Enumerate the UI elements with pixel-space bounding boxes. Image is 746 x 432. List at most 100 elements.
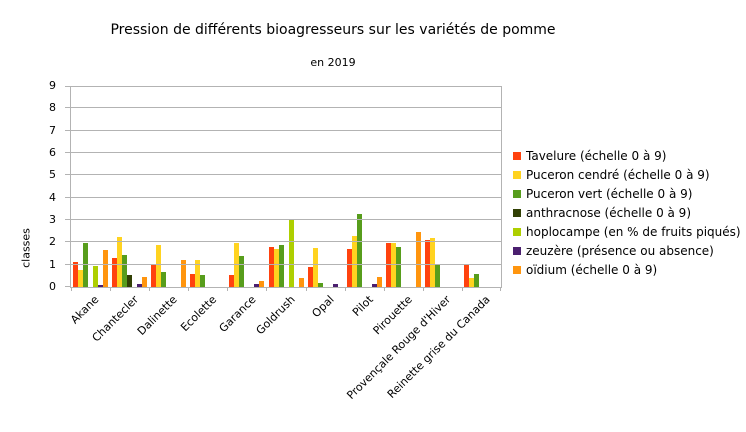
legend-swatch-icon [513,228,521,236]
legend: Tavelure (échelle 0 à 9) Puceron cendré (… [513,149,741,282]
legend-label-6: oïdium (échelle 0 à 9) [526,263,658,277]
y-tickmark-6 [65,152,71,153]
legend-item-0: Tavelure (échelle 0 à 9) [513,149,741,163]
bar-series0-cat10 [463,264,469,287]
bar-series1-cat0 [78,270,84,287]
bar-series2-cat10 [473,274,479,287]
x-tick-label-6: Opal [309,293,337,321]
legend-label-2: Puceron vert (échelle 0 à 9) [526,187,693,201]
bar-series1-cat7 [351,236,357,287]
legend-item-5: zeuzère (présence ou absence) [513,244,741,258]
y-tickmark-2 [65,241,71,243]
bar-series5-cat1 [137,284,143,287]
gridline-5 [71,174,501,176]
x-tickmark-4 [227,287,229,291]
bar-group-9 [423,86,462,287]
plot-area [65,86,502,291]
bar-series1-cat1 [117,237,123,287]
bar-series2-cat0 [83,243,89,287]
x-tickmark-8 [383,287,385,291]
x-tick-label-3: Ecolette [178,293,220,334]
bar-series1-cat10 [468,278,474,287]
bar-group-3 [188,86,227,287]
bar-series1-cat2 [156,245,162,287]
x-tick-label-5: Goldrush [252,293,298,338]
bar-series2-cat9 [434,265,440,287]
bar-series0-cat0 [73,262,79,287]
bar-series5-cat7 [371,284,377,287]
legend-swatch-icon [513,190,521,198]
bar-series0-cat9 [424,240,430,287]
x-tickmark-3 [188,287,190,291]
legend-item-1: Puceron cendré (échelle 0 à 9) [513,168,741,182]
bar-group-1 [110,86,149,287]
gridline-4 [71,196,501,198]
bar-series5-cat0 [98,285,104,287]
y-tick-label-2: 2 [49,235,56,249]
legend-label-1: Puceron cendré (échelle 0 à 9) [526,168,710,182]
bar-group-4 [227,86,266,287]
y-tick-label-9: 9 [49,79,56,92]
gridline-1 [71,263,501,265]
bar-group-0 [71,86,110,287]
bar-series0-cat7 [346,249,352,287]
x-tickmark-0 [71,287,72,291]
bar-series4-cat0 [93,266,99,287]
x-tickmark-5 [266,287,268,291]
legend-label-4: hoplocampe (en % de fruits piqués) [526,225,741,239]
bar-series0-cat8 [385,243,391,287]
bar-group-2 [149,86,188,287]
y-tick-label-3: 3 [49,213,56,226]
bar-series1-cat3 [195,260,201,287]
bar-series6-cat8 [415,232,421,287]
bar-series0-cat3 [190,274,196,287]
legend-label-5: zeuzère (présence ou absence) [526,244,714,258]
y-tickmark-8 [65,107,71,109]
y-tickmark-3 [65,219,71,220]
bar-group-10 [462,86,501,287]
bar-series0-cat4 [229,275,235,287]
bar-groups [71,86,501,287]
gridline-8 [71,107,501,109]
bar-series0-cat5 [268,247,274,287]
bar-group-6 [306,86,345,287]
bar-series0-cat6 [307,267,313,287]
bar-series5-cat4 [254,284,260,287]
bar-series0-cat1 [112,258,118,287]
bar-series6-cat5 [298,278,304,287]
bar-series3-cat1 [127,275,133,287]
chart-title: Pression de différents bioagresseurs sur… [110,22,556,38]
x-tickmark-6 [305,287,307,291]
legend-swatch-icon [513,247,521,255]
gridline-2 [71,241,501,243]
chart-subtitle: en 2019 [310,56,356,69]
bar-group-8 [384,86,423,287]
x-tickmark-2 [149,287,151,291]
gridline-9 [71,86,501,87]
legend-swatch-icon [513,209,521,217]
bar-group-5 [266,86,305,287]
legend-swatch-icon [513,152,521,160]
y-tick-label-0: 0 [49,280,56,293]
bar-series5-cat6 [332,284,338,287]
bar-series6-cat7 [376,277,382,287]
y-tick-label-8: 8 [49,101,56,115]
y-tick-label-5: 5 [49,168,56,182]
bar-series2-cat6 [317,283,323,287]
bar-series2-cat7 [356,214,362,287]
gridline-7 [71,129,501,131]
legend-item-4: hoplocampe (en % de fruits piqués) [513,225,741,239]
bar-series1-cat5 [273,249,279,287]
legend-label-0: Tavelure (échelle 0 à 9) [526,149,667,163]
x-tickmark-7 [344,287,346,291]
legend-item-6: oïdium (échelle 0 à 9) [513,263,741,277]
bar-series0-cat2 [151,265,157,287]
bar-group-7 [345,86,384,287]
legend-swatch-icon [513,171,521,179]
bar-series2-cat2 [161,272,167,287]
bar-series6-cat2 [181,260,187,287]
x-tick-label-4: Garance [216,293,259,335]
bar-series6-cat0 [103,250,109,287]
x-tickmark-9 [422,287,424,291]
